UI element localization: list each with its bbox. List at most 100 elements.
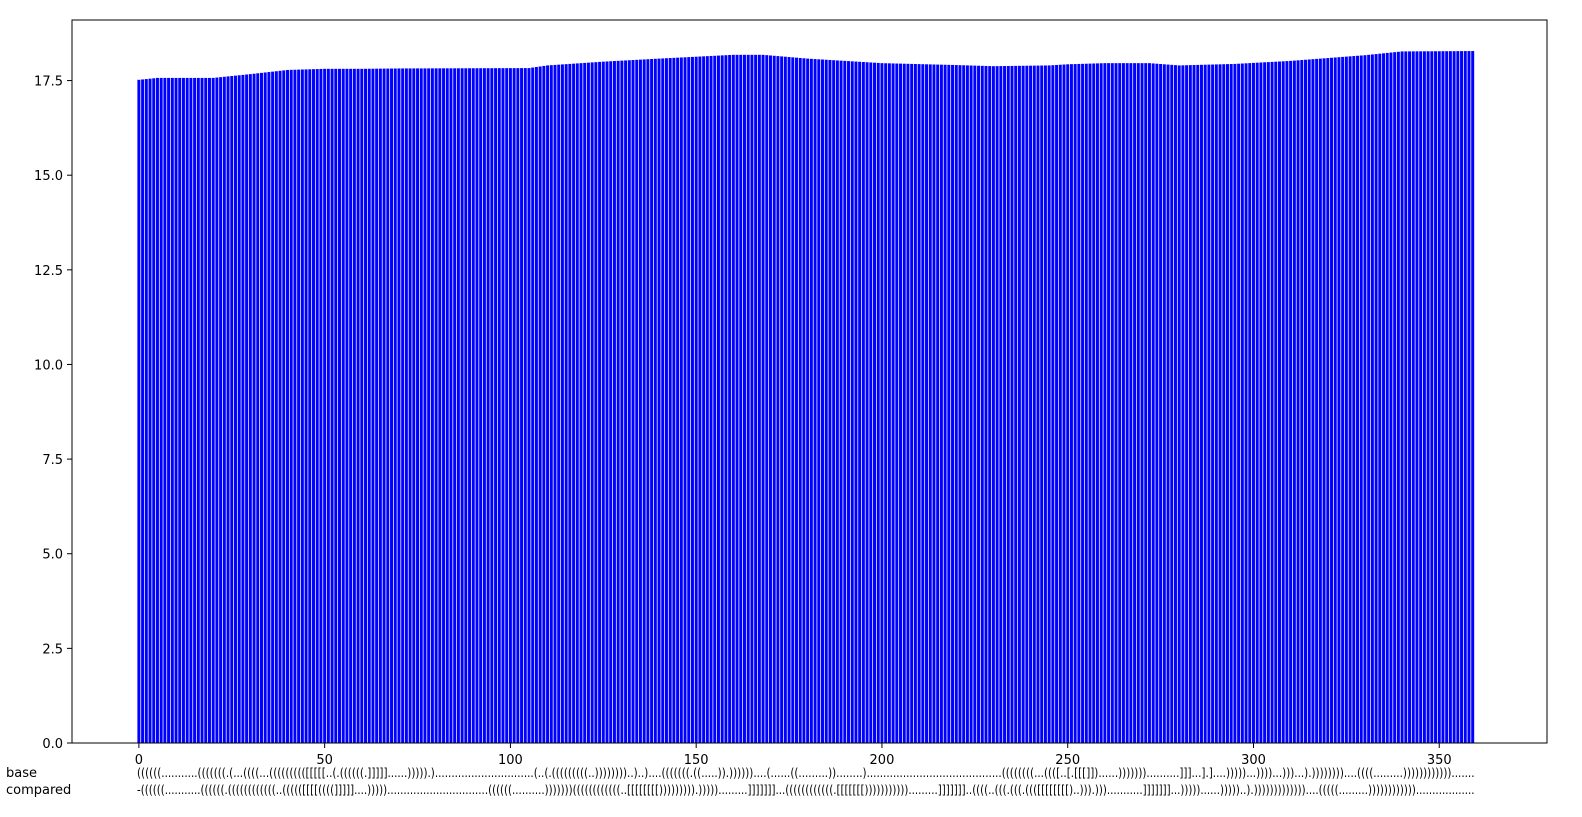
bar bbox=[1170, 64, 1174, 744]
bar bbox=[152, 78, 156, 744]
bar bbox=[531, 67, 535, 744]
x-tick-label: 50 bbox=[316, 753, 333, 768]
bar bbox=[694, 56, 698, 744]
bar bbox=[1103, 63, 1107, 743]
bar bbox=[653, 58, 657, 744]
bar bbox=[1021, 65, 1025, 743]
bar bbox=[1211, 64, 1215, 743]
bar bbox=[1047, 65, 1051, 744]
bar bbox=[163, 77, 167, 744]
bar bbox=[1222, 64, 1226, 743]
bar bbox=[338, 68, 341, 743]
bar bbox=[583, 62, 587, 743]
bar bbox=[1177, 65, 1181, 744]
bar bbox=[312, 69, 315, 744]
bar bbox=[453, 68, 457, 744]
bar bbox=[516, 68, 520, 744]
bar bbox=[865, 62, 869, 744]
bar bbox=[616, 60, 620, 743]
bar bbox=[1062, 64, 1066, 743]
bar bbox=[341, 68, 345, 743]
bar bbox=[1307, 59, 1311, 743]
bar bbox=[456, 68, 460, 743]
bar bbox=[1036, 65, 1040, 743]
bar bbox=[1081, 63, 1085, 743]
bar bbox=[668, 58, 672, 744]
bar bbox=[1077, 63, 1081, 743]
bar bbox=[575, 63, 579, 744]
bar bbox=[802, 58, 806, 744]
bar bbox=[1363, 55, 1367, 743]
bar bbox=[1270, 61, 1274, 743]
bar bbox=[416, 68, 420, 743]
bar bbox=[999, 66, 1003, 743]
plot-frame bbox=[71, 19, 1548, 744]
bar bbox=[847, 61, 850, 744]
bar bbox=[1463, 51, 1467, 743]
bar bbox=[813, 59, 817, 744]
bar bbox=[861, 62, 865, 743]
bar bbox=[215, 77, 219, 744]
bar bbox=[612, 61, 616, 743]
bar bbox=[720, 55, 724, 743]
bar bbox=[586, 62, 590, 743]
bar bbox=[549, 65, 553, 744]
bar bbox=[1025, 65, 1029, 744]
x-axis: 0 50 100 150 200 250 300 350 bbox=[135, 743, 1452, 768]
bar bbox=[497, 68, 501, 743]
bar bbox=[501, 68, 505, 743]
bar bbox=[315, 69, 319, 743]
bar bbox=[390, 68, 394, 743]
bar bbox=[193, 77, 197, 744]
bar bbox=[181, 77, 185, 744]
bar bbox=[1337, 57, 1341, 743]
bar bbox=[1396, 51, 1400, 744]
bar bbox=[304, 69, 308, 743]
bar bbox=[404, 68, 408, 744]
bar bbox=[1341, 56, 1345, 744]
bar bbox=[233, 75, 237, 743]
bar bbox=[1274, 61, 1278, 743]
bar bbox=[702, 56, 706, 743]
bar bbox=[1136, 63, 1140, 743]
bar bbox=[690, 56, 694, 744]
bar bbox=[988, 66, 992, 743]
bar bbox=[958, 65, 962, 743]
bar bbox=[869, 62, 873, 744]
bar bbox=[1114, 63, 1118, 743]
x-tick-label: 150 bbox=[684, 753, 709, 768]
bar bbox=[769, 55, 772, 743]
bar bbox=[1140, 63, 1144, 743]
bar bbox=[1214, 64, 1218, 743]
bar bbox=[977, 65, 981, 744]
bar bbox=[1051, 65, 1055, 743]
bar bbox=[601, 61, 605, 743]
bar bbox=[442, 68, 446, 743]
bar bbox=[542, 65, 546, 743]
bar bbox=[1356, 55, 1359, 743]
bar bbox=[939, 64, 943, 744]
bar bbox=[824, 59, 828, 743]
bar bbox=[1382, 53, 1386, 744]
bar bbox=[624, 60, 628, 744]
bar bbox=[1370, 54, 1374, 743]
bar bbox=[1330, 57, 1333, 743]
bar bbox=[189, 77, 193, 744]
bar bbox=[1400, 51, 1404, 744]
y-axis: 0.0 2.5 5.0 7.5 10.0 12.5 15.0 17.5 bbox=[34, 75, 72, 752]
bar bbox=[546, 65, 550, 744]
bar bbox=[887, 63, 891, 743]
bar bbox=[334, 68, 338, 743]
bar bbox=[716, 55, 720, 743]
bar bbox=[1010, 65, 1014, 744]
bar bbox=[505, 68, 509, 743]
bar bbox=[1121, 63, 1125, 743]
bar bbox=[1162, 64, 1166, 744]
bar bbox=[899, 63, 903, 743]
bar bbox=[609, 61, 613, 744]
bar bbox=[538, 66, 542, 744]
bar bbox=[382, 68, 386, 744]
bar bbox=[1344, 56, 1348, 744]
bar bbox=[921, 64, 925, 743]
bar bbox=[326, 68, 330, 743]
